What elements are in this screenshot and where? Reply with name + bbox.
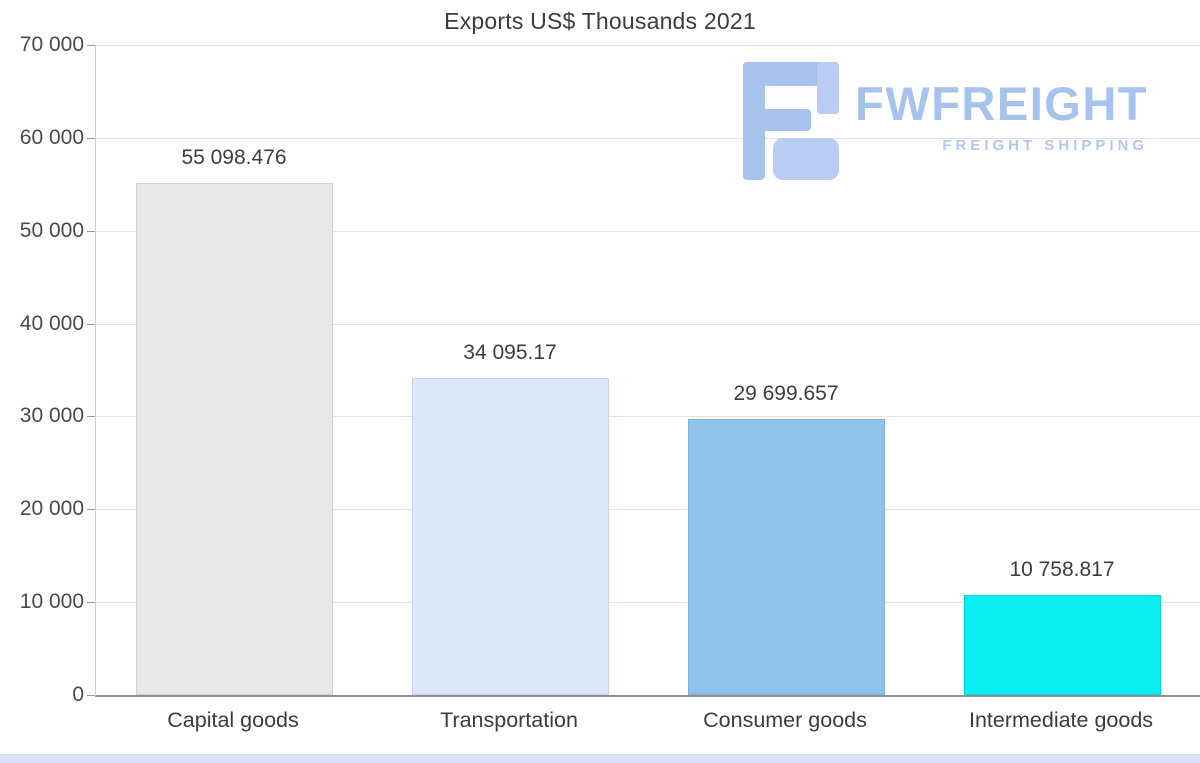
y-tick-mark	[87, 509, 95, 511]
logo-wordmark: FWFREIGHT FREIGHT SHIPPING	[855, 62, 1148, 154]
y-tick-label: 50 000	[19, 218, 84, 242]
y-tick-mark	[87, 695, 95, 696]
chart-title: Exports US$ Thousands 2021	[444, 8, 756, 34]
y-tick-label: 10 000	[19, 590, 84, 614]
gridline	[96, 45, 1200, 46]
gridline	[96, 230, 1200, 232]
y-tick-mark	[87, 230, 95, 232]
y-tick-mark	[87, 323, 95, 325]
bar-value-label: 29 699.657	[733, 382, 839, 406]
gridline	[96, 509, 1200, 511]
y-tick-mark	[87, 416, 95, 418]
y-tick-label: 0	[72, 683, 84, 706]
plot-area: 55 098.476 34 095.17 29 699.657 10 758.817	[87, 45, 1200, 697]
logo-tagline-text: FREIGHT SHIPPING	[942, 137, 1148, 154]
bar-value-label: 55 098.476	[181, 146, 287, 170]
gridline	[96, 137, 1200, 139]
y-axis-labels: 0 10 000 20 000 30 000 40 000 50 000 60 000 70 …	[0, 33, 86, 706]
y-tick-label: 60 000	[19, 125, 84, 149]
x-axis-label: Capital goods	[167, 708, 299, 732]
x-axis-label: Transportation	[440, 708, 578, 732]
y-tick-mark	[87, 602, 95, 604]
x-axis-label: Consumer goods	[703, 708, 867, 732]
fwfreight-logo: FWFREIGHT FREIGHT SHIPPING	[743, 62, 1148, 180]
bar-value-label: 10 758.817	[1009, 558, 1115, 582]
bar-consumer-goods	[687, 419, 885, 695]
bar-value-label: 34 095.17	[463, 341, 557, 365]
logo-brand-text: FWFREIGHT	[855, 77, 1148, 130]
gridline	[96, 602, 1200, 604]
y-tick-label: 30 000	[19, 404, 84, 428]
fwfreight-logo-icon	[743, 62, 840, 180]
y-tick-mark	[87, 137, 95, 139]
gridline	[96, 416, 1200, 418]
bar-intermediate-goods	[963, 595, 1161, 695]
gridline	[96, 323, 1200, 325]
bar-capital-goods	[135, 183, 333, 695]
y-tick-mark	[87, 45, 95, 46]
y-tick-label: 20 000	[19, 497, 84, 521]
bar-transportation	[411, 378, 609, 695]
y-tick-label: 70 000	[19, 33, 84, 56]
x-axis-label: Intermediate goods	[968, 708, 1154, 732]
y-tick-label: 40 000	[19, 311, 84, 335]
bottom-decorative-strip	[0, 754, 1200, 763]
